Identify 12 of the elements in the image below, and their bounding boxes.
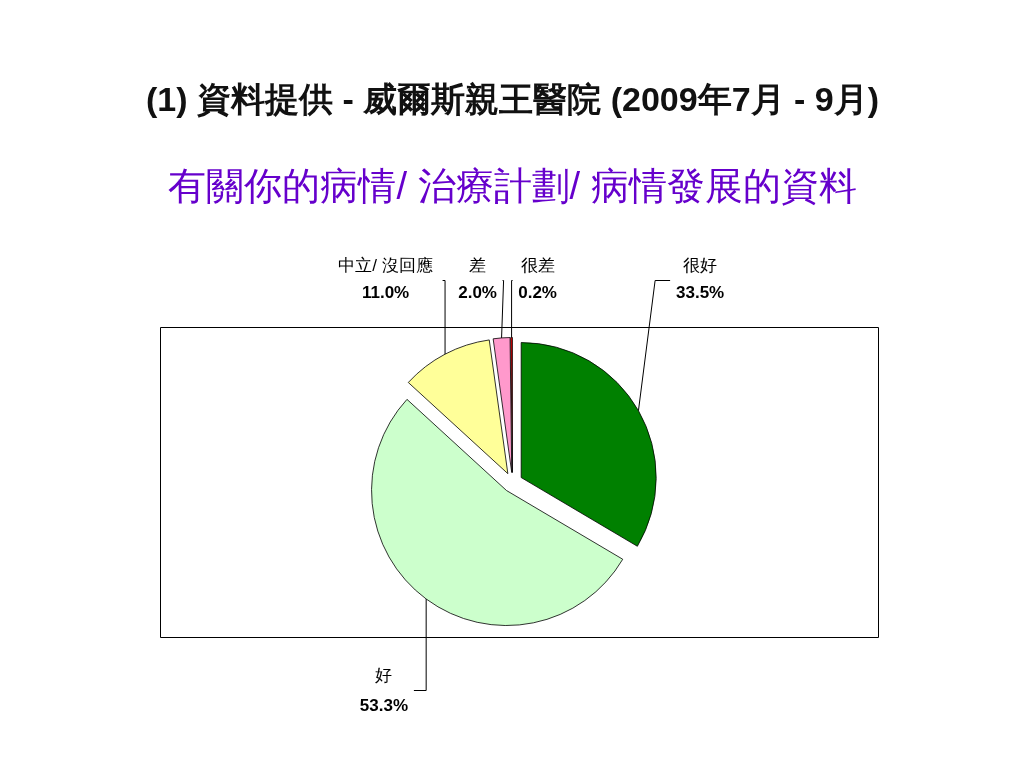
chart-title: (1) 資料提供 - 威爾斯親王醫院 (2009年7月 - 9月): [146, 79, 879, 118]
slice-label: 差: [469, 256, 487, 275]
slice-label: 中立/ 沒回應: [338, 256, 433, 275]
data-label: 2.0%: [458, 283, 497, 302]
slice-label: 很好: [683, 256, 718, 275]
data-label: 0.2%: [518, 283, 557, 302]
data-label: 33.5%: [676, 283, 725, 302]
data-label: 53.3%: [359, 696, 408, 715]
slice-label: 很差: [520, 256, 555, 275]
chart-subtitle: 有關你的病情/ 治療計劃/ 病情發展的資料: [168, 164, 857, 207]
data-label: 11.0%: [361, 283, 410, 302]
slice-label: 好: [375, 666, 393, 685]
